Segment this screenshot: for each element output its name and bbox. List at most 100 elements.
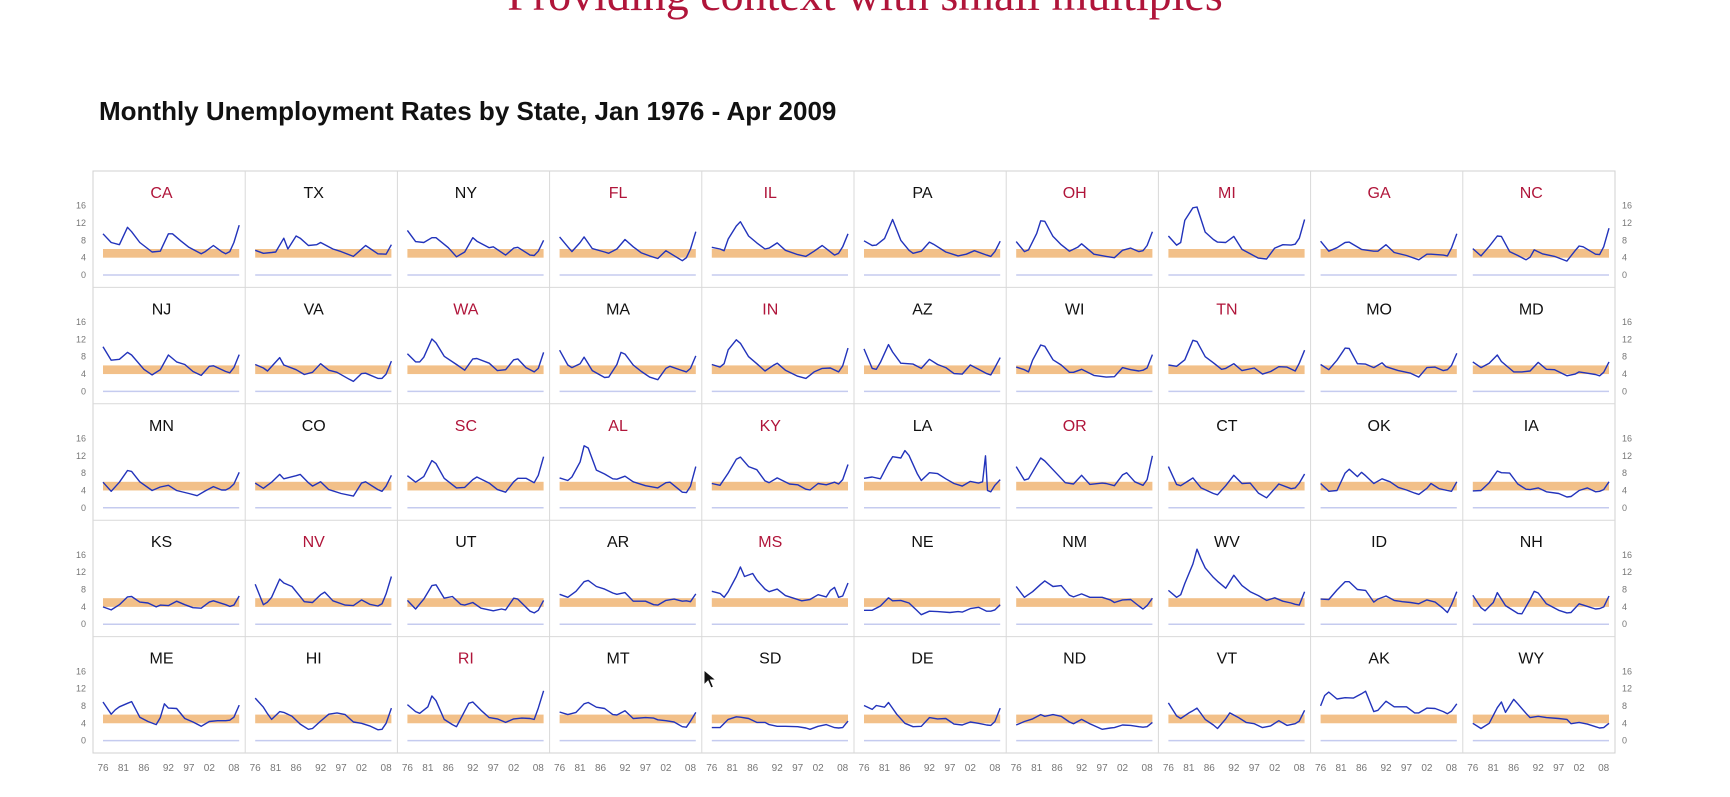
series-line-ne: [864, 597, 1001, 616]
x-tick-label: 76: [250, 763, 262, 774]
series-line-az: [863, 343, 1001, 376]
reference-band: [864, 249, 1001, 258]
mouse-cursor-icon: [703, 669, 717, 689]
y-tick-label-left: 12: [76, 451, 86, 461]
y-tick-label-left: 8: [81, 701, 86, 711]
panel-label-ri: RI: [458, 651, 474, 668]
panel-label-ga: GA: [1368, 185, 1391, 202]
reference-band: [711, 365, 848, 375]
x-tick-label: 86: [1052, 763, 1064, 774]
panel-label-co: CO: [302, 418, 326, 435]
series-line-fl: [559, 231, 697, 262]
series-line-ri: [406, 690, 545, 728]
reference-band: [1320, 249, 1457, 258]
reference-band: [711, 481, 848, 491]
x-tick-label: 76: [97, 763, 109, 774]
x-tick-label: 92: [1380, 763, 1392, 774]
panel-label-ne: NE: [911, 534, 933, 551]
x-tick-label: 02: [965, 763, 977, 774]
panel-label-la: LA: [913, 418, 933, 435]
panel-label-wy: WY: [1518, 651, 1544, 668]
panel-label-wv: WV: [1214, 534, 1240, 551]
series-line-ok: [1320, 468, 1458, 496]
series-line-de: [863, 701, 1001, 728]
y-tick-label-left: 0: [81, 736, 86, 746]
x-tick-label: 02: [660, 763, 672, 774]
reference-band: [559, 714, 696, 724]
y-tick-label-right: 16: [1622, 550, 1632, 560]
panel-label-ok: OK: [1368, 418, 1391, 435]
x-tick-label: 02: [1421, 763, 1433, 774]
series-line-nh: [1472, 590, 1610, 615]
reference-band: [559, 249, 696, 258]
x-tick-label: 08: [228, 763, 240, 774]
series-line-or: [1015, 455, 1154, 487]
series-line-ks: [102, 595, 240, 611]
panel-label-ct: CT: [1216, 418, 1238, 435]
y-tick-label-left: 16: [76, 201, 86, 211]
panel-label-de: DE: [911, 651, 933, 668]
reference-band: [103, 249, 240, 258]
x-tick-label: 86: [138, 763, 150, 774]
panel-label-ak: AK: [1368, 651, 1390, 668]
x-tick-label: 81: [270, 763, 282, 774]
series-line-nv: [254, 576, 393, 607]
reference-band: [407, 481, 544, 491]
reference-band: [1472, 365, 1609, 375]
panel-label-al: AL: [608, 418, 628, 435]
reference-band: [103, 365, 240, 375]
x-tick-label: 76: [1467, 763, 1479, 774]
x-tick-label: 08: [533, 763, 545, 774]
y-tick-label-left: 16: [76, 550, 86, 560]
y-tick-label-left: 4: [81, 485, 86, 495]
x-tick-label: 81: [1183, 763, 1195, 774]
reference-band: [711, 249, 848, 258]
series-line-tn: [1168, 339, 1306, 375]
x-tick-label: 08: [1446, 763, 1458, 774]
panel-label-tx: TX: [303, 185, 324, 202]
x-tick-label: 08: [381, 763, 393, 774]
y-tick-label-left: 12: [76, 567, 86, 577]
series-line-sd: [711, 716, 849, 730]
y-tick-label-right: 0: [1622, 503, 1627, 513]
x-tick-label: 97: [640, 763, 652, 774]
reference-band: [103, 481, 240, 491]
reference-band: [1472, 714, 1609, 724]
x-tick-label: 02: [356, 763, 368, 774]
x-tick-label: 81: [879, 763, 891, 774]
y-tick-label-left: 8: [81, 235, 86, 245]
x-tick-label: 76: [1315, 763, 1327, 774]
x-tick-label: 81: [1031, 763, 1043, 774]
y-tick-label-right: 16: [1622, 433, 1632, 443]
x-tick-label: 08: [837, 763, 849, 774]
x-tick-label: 97: [1401, 763, 1413, 774]
x-tick-label: 81: [422, 763, 434, 774]
y-tick-label-left: 8: [81, 585, 86, 595]
panel-label-az: AZ: [912, 301, 933, 318]
series-line-ms: [711, 566, 849, 602]
x-tick-label: 08: [1598, 763, 1610, 774]
y-tick-label-right: 16: [1622, 666, 1632, 676]
x-tick-label: 92: [163, 763, 175, 774]
series-line-nc: [1472, 228, 1610, 262]
panel-label-nd: ND: [1063, 651, 1086, 668]
series-line-mn: [102, 469, 240, 497]
x-tick-label: 08: [1142, 763, 1154, 774]
x-tick-label: 97: [488, 763, 500, 774]
chart-title: Monthly Unemployment Rates by State, Jan…: [99, 96, 837, 126]
x-tick-label: 97: [944, 763, 956, 774]
series-line-me: [102, 700, 240, 727]
y-tick-label-right: 16: [1622, 201, 1632, 211]
series-line-il: [711, 221, 849, 258]
x-tick-label: 02: [1574, 763, 1586, 774]
y-tick-label-right: 8: [1622, 235, 1627, 245]
x-tick-label: 76: [1011, 763, 1023, 774]
x-tick-label: 86: [899, 763, 911, 774]
panel-label-ar: AR: [607, 534, 629, 551]
panel-label-ms: MS: [758, 534, 782, 551]
reference-band: [255, 598, 392, 607]
x-tick-label: 86: [747, 763, 759, 774]
x-tick-label: 86: [1508, 763, 1520, 774]
y-tick-label-left: 0: [81, 386, 86, 396]
